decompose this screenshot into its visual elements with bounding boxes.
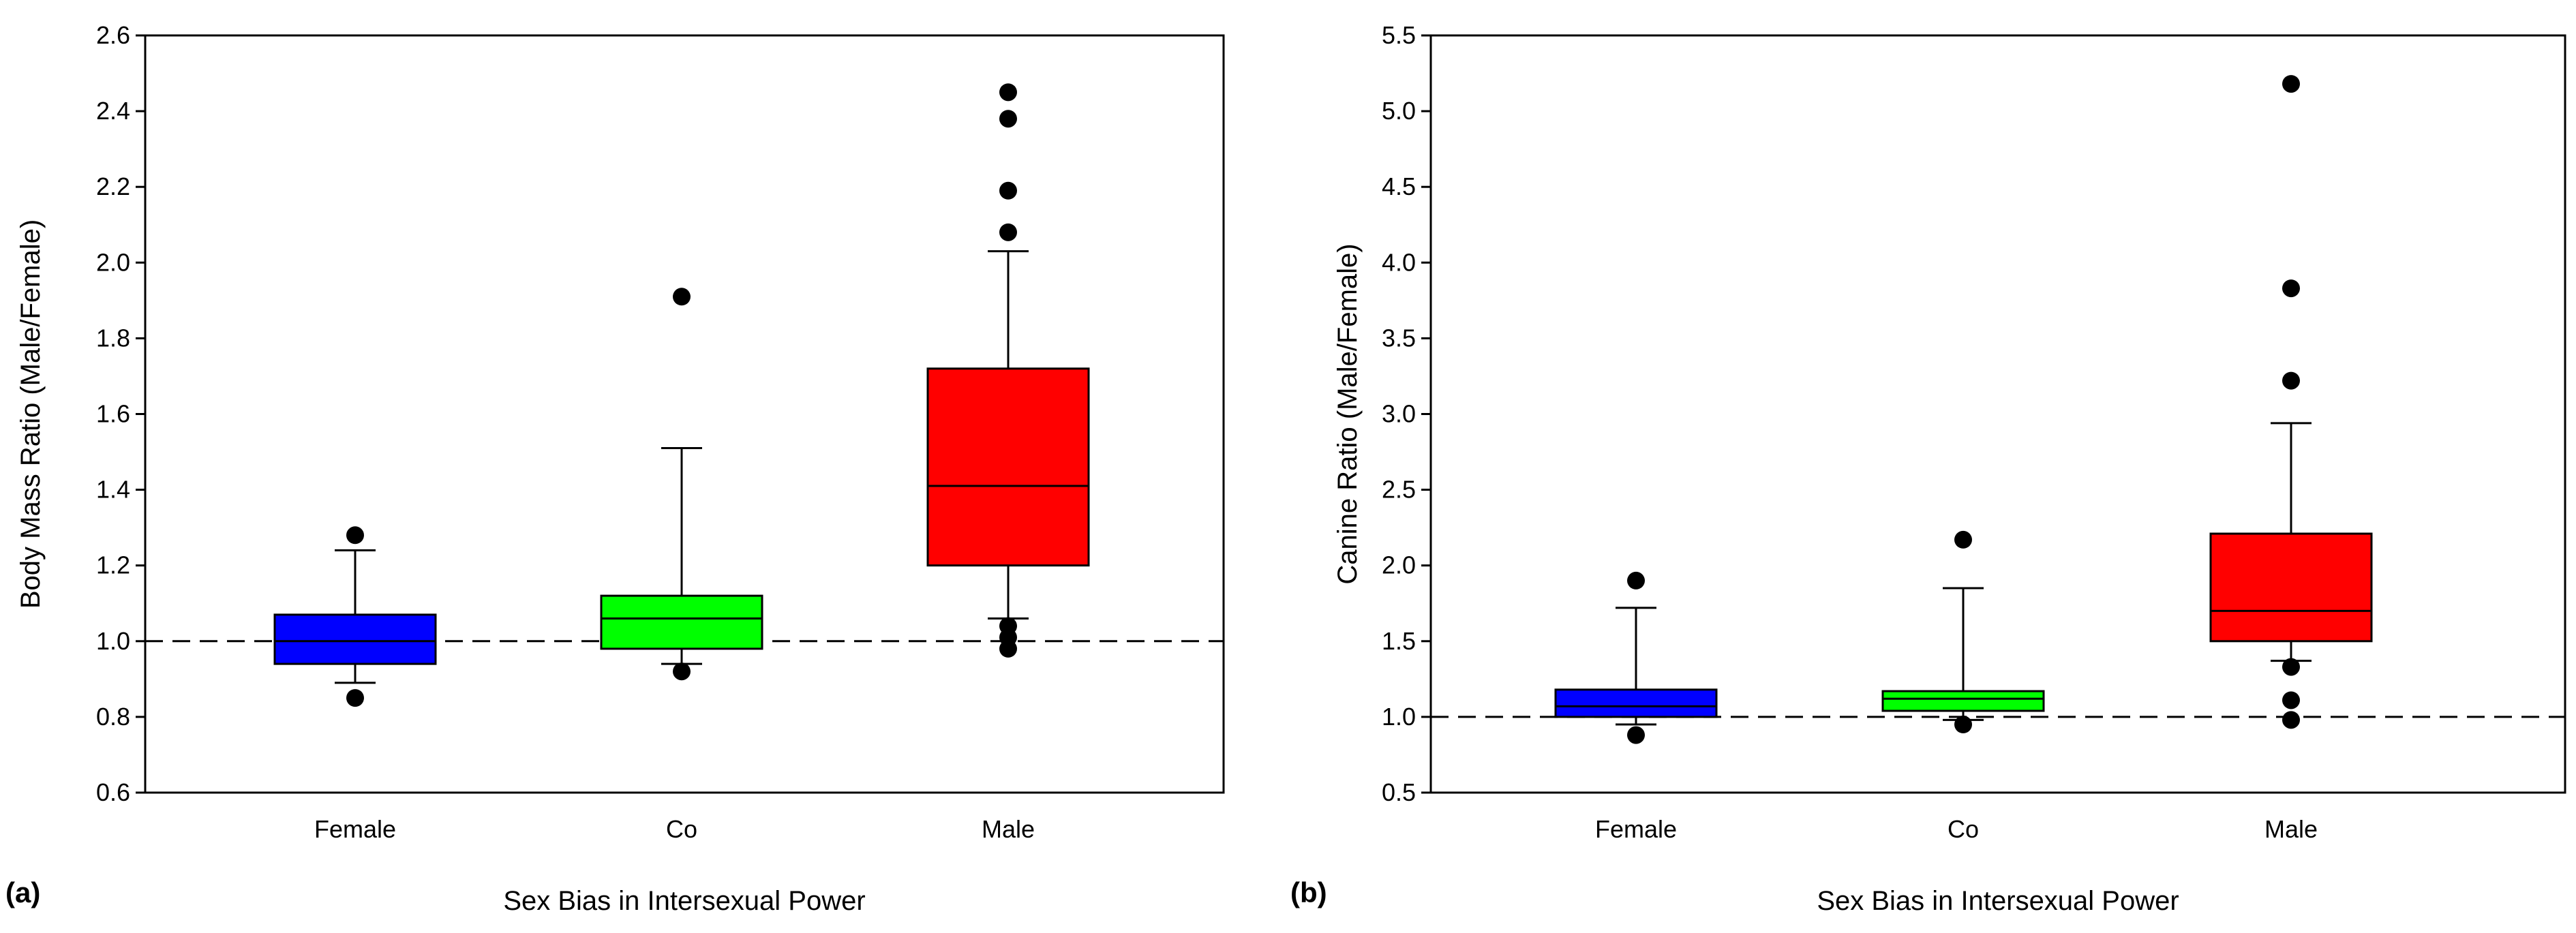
y-axis-title: Canine Ratio (Male/Female)	[1333, 243, 1363, 584]
outlier-point	[2282, 75, 2300, 93]
x-axis-title: Sex Bias in Intersexual Power	[1817, 886, 2179, 916]
box-group-male	[926, 83, 1090, 658]
outlier-point	[2282, 711, 2300, 729]
y-tick-label: 1.4	[96, 476, 130, 504]
x-category-label: Co	[1948, 815, 1979, 843]
x-category-label: Male	[2264, 815, 2318, 843]
y-tick-label: 5.5	[1382, 21, 1416, 49]
outlier-point	[999, 223, 1017, 241]
outlier-point	[1627, 571, 1645, 590]
y-tick-label: 2.5	[1382, 476, 1416, 504]
outlier-point	[999, 181, 1017, 200]
outlier-point	[673, 288, 691, 306]
outlier-point	[999, 110, 1017, 128]
y-tick-label: 3.5	[1382, 324, 1416, 352]
box-group-male	[2209, 75, 2373, 729]
box-female	[1554, 688, 1718, 718]
box-group-female	[1554, 571, 1718, 744]
y-tick-label: 1.8	[96, 324, 130, 352]
y-tick-label: 0.8	[96, 703, 130, 731]
panel-b: 0.5 1.0 1.5 2.0 2.5 3.0 3.5 4.0 4.5 5.0 5.5 Female C…	[1290, 21, 2566, 916]
box-co	[600, 594, 763, 650]
outlier-point	[346, 526, 364, 545]
outlier-point	[2282, 279, 2300, 298]
outlier-point	[346, 689, 364, 707]
y-tick-label: 5.0	[1382, 97, 1416, 125]
y-tick-label: 1.2	[96, 551, 130, 579]
y-tick-label: 1.6	[96, 400, 130, 428]
panel-a: 0.6 0.8 1.0 1.2 1.4 1.6 1.8 2.0 2.2 2.4 2.6 Female C…	[5, 21, 1225, 916]
outlier-point	[1627, 726, 1645, 744]
y-tick-label: 0.6	[96, 778, 130, 806]
y-tick-label: 1.0	[1382, 703, 1416, 731]
x-axis-title: Sex Bias in Intersexual Power	[503, 886, 865, 916]
box-group-co	[600, 288, 763, 681]
box-group-co	[1881, 530, 2045, 734]
box-male	[2209, 532, 2373, 643]
y-tick-label: 2.2	[96, 172, 130, 200]
y-tick-label: 3.0	[1382, 400, 1416, 428]
outlier-point	[999, 617, 1017, 635]
x-category-label: Female	[314, 815, 396, 843]
box-female	[273, 613, 437, 665]
outlier-point	[2282, 371, 2300, 390]
y-tick-label: 1.0	[96, 627, 130, 655]
y-tick-label: 4.0	[1382, 248, 1416, 276]
box-co	[1881, 690, 2045, 712]
y-tick-label: 0.5	[1382, 778, 1416, 806]
x-category-label: Co	[666, 815, 697, 843]
y-tick-label: 2.0	[96, 248, 130, 276]
y-tick-label: 1.5	[1382, 627, 1416, 655]
outlier-point	[1954, 716, 1972, 734]
y-tick-label: 2.4	[96, 97, 130, 125]
y-axis-title: Body Mass Ratio (Male/Female)	[16, 219, 46, 609]
box-group-female	[273, 526, 437, 707]
panel-label: (a)	[5, 876, 40, 908]
box-male	[926, 367, 1090, 567]
x-category-label: Female	[1595, 815, 1677, 843]
plot-frame	[1429, 34, 2566, 794]
outlier-point	[673, 662, 691, 681]
outlier-point	[2282, 658, 2300, 676]
x-category-label: Male	[982, 815, 1035, 843]
panel-label: (b)	[1290, 876, 1327, 908]
y-tick-label: 2.0	[1382, 551, 1416, 579]
outlier-point	[999, 83, 1017, 102]
outlier-point	[1954, 530, 1972, 549]
y-tick-label: 4.5	[1382, 172, 1416, 200]
outlier-point	[2282, 691, 2300, 709]
y-tick-label: 2.6	[96, 21, 130, 49]
